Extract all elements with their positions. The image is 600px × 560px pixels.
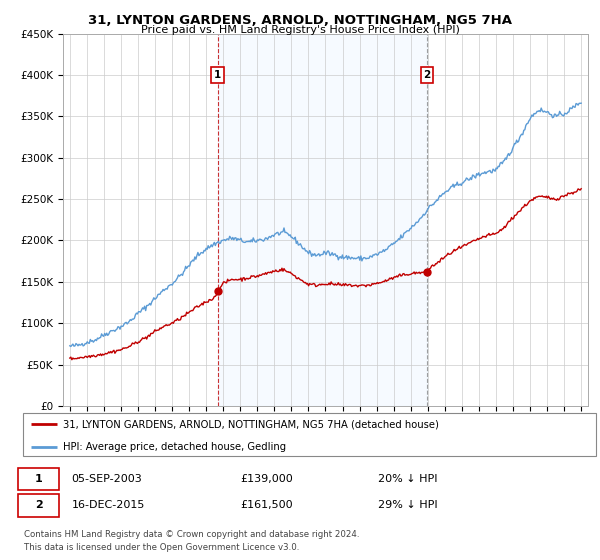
- Text: 20% ↓ HPI: 20% ↓ HPI: [378, 474, 437, 484]
- Text: 05-SEP-2003: 05-SEP-2003: [71, 474, 142, 484]
- Bar: [218, 34, 427, 406]
- Text: HPI: Average price, detached house, Gedling: HPI: Average price, detached house, Gedl…: [63, 442, 286, 452]
- Text: 31, LYNTON GARDENS, ARNOLD, NOTTINGHAM, NG5 7HA (detached house): 31, LYNTON GARDENS, ARNOLD, NOTTINGHAM, …: [63, 419, 439, 430]
- FancyBboxPatch shape: [18, 494, 59, 516]
- FancyBboxPatch shape: [23, 413, 596, 456]
- Text: 1: 1: [214, 70, 221, 80]
- Text: 31, LYNTON GARDENS, ARNOLD, NOTTINGHAM, NG5 7HA: 31, LYNTON GARDENS, ARNOLD, NOTTINGHAM, …: [88, 14, 512, 27]
- FancyBboxPatch shape: [18, 468, 59, 489]
- Text: 2: 2: [35, 501, 43, 510]
- Text: £161,500: £161,500: [241, 501, 293, 510]
- Text: 1: 1: [35, 474, 43, 484]
- Text: 29% ↓ HPI: 29% ↓ HPI: [378, 501, 437, 510]
- Text: Price paid vs. HM Land Registry's House Price Index (HPI): Price paid vs. HM Land Registry's House …: [140, 25, 460, 35]
- Text: Contains HM Land Registry data © Crown copyright and database right 2024.: Contains HM Land Registry data © Crown c…: [24, 530, 359, 539]
- Text: This data is licensed under the Open Government Licence v3.0.: This data is licensed under the Open Gov…: [24, 543, 299, 552]
- Text: £139,000: £139,000: [241, 474, 293, 484]
- Text: 16-DEC-2015: 16-DEC-2015: [71, 501, 145, 510]
- Text: 2: 2: [423, 70, 431, 80]
